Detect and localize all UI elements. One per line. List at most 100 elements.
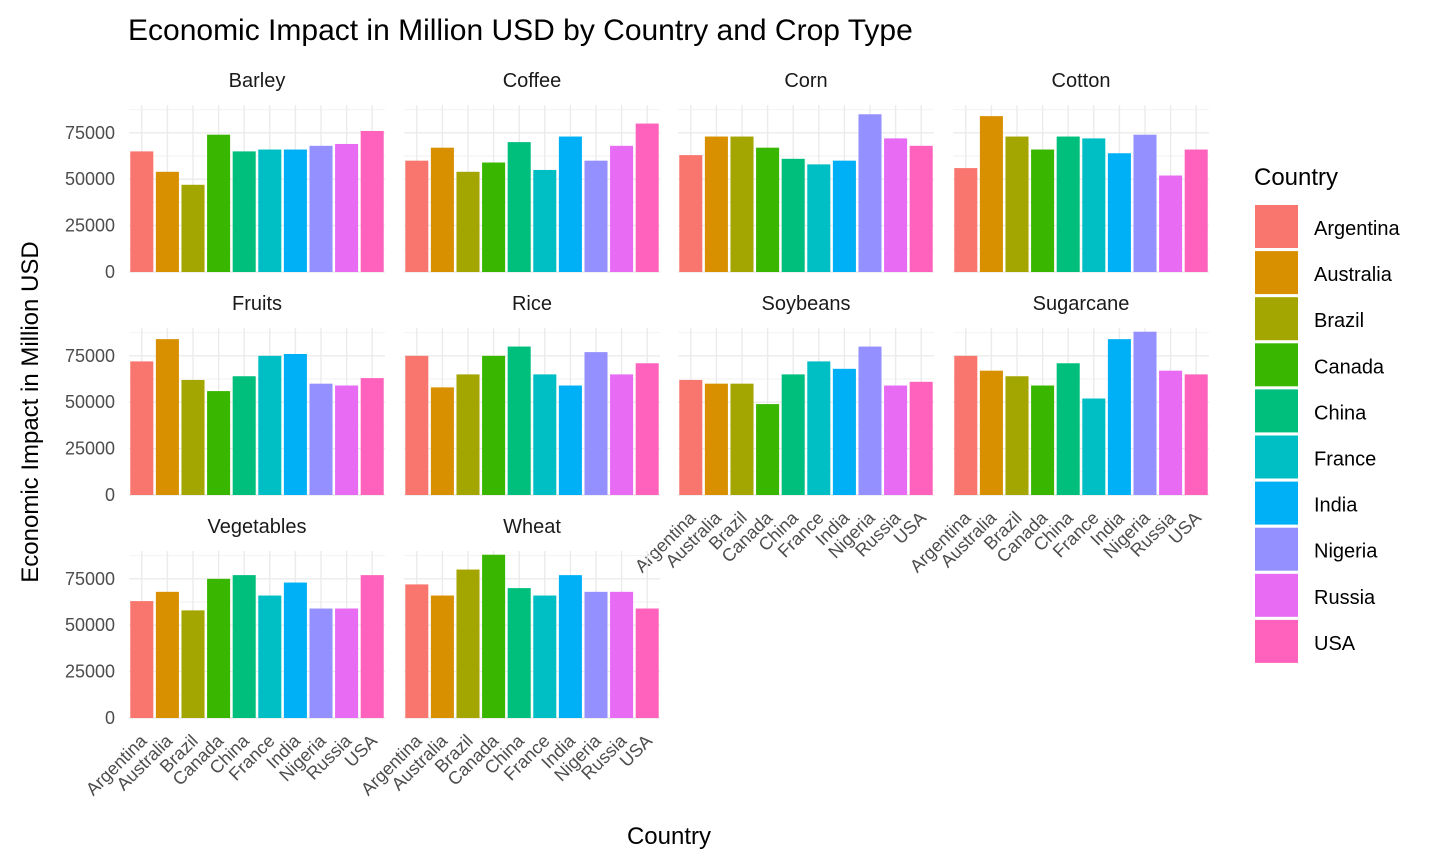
y-tick-label: 50000 <box>65 615 115 635</box>
bar-coffee-india <box>558 136 582 272</box>
facet-panel-rice: Rice <box>404 293 660 496</box>
facet-label: Soybeans <box>762 293 851 315</box>
bar-corn-brazil <box>730 136 754 272</box>
bar-sugarcane-russia <box>1159 370 1183 495</box>
facet-label: Corn <box>784 70 827 92</box>
facet-label: Vegetables <box>208 516 307 538</box>
bar-coffee-argentina <box>405 160 429 272</box>
bar-sugarcane-india <box>1107 339 1131 495</box>
bar-barley-australia <box>155 171 179 272</box>
facet-label: Wheat <box>503 516 561 538</box>
legend-item: China <box>1255 389 1367 433</box>
bar-wheat-china <box>507 588 531 718</box>
bar-cotton-australia <box>979 116 1003 272</box>
y-tick-label: 25000 <box>65 439 115 459</box>
bar-fruits-india <box>283 353 307 495</box>
legend-item: India <box>1255 481 1358 525</box>
y-axis-title: Economic Impact in Million USD <box>17 241 44 582</box>
legend-swatch <box>1255 389 1298 433</box>
bar-coffee-canada <box>482 162 506 272</box>
bar-vegetables-usa <box>360 575 384 718</box>
bar-fruits-argentina <box>130 361 154 495</box>
bar-coffee-nigeria <box>584 160 608 272</box>
legend-label: Russia <box>1314 587 1376 609</box>
legend-label: China <box>1314 402 1367 424</box>
legend-swatch <box>1255 251 1298 295</box>
y-tick-label: 0 <box>105 708 115 728</box>
facet-panel-sugarcane: SugarcaneArgentinaAustraliaBrazilCanadaC… <box>906 293 1209 576</box>
bar-cotton-brazil <box>1005 136 1029 272</box>
bar-barley-argentina <box>130 151 154 272</box>
facet-label: Cotton <box>1052 70 1111 92</box>
y-tick-label: 50000 <box>65 169 115 189</box>
facet-panel-wheat: WheatArgentinaAustraliaBrazilCanadaChina… <box>357 516 660 799</box>
bar-sugarcane-france <box>1082 398 1106 495</box>
bar-corn-india <box>832 160 856 272</box>
facet-panel-barley: Barley 0 25000 50000 75000 <box>65 70 385 282</box>
y-tick-label: 75000 <box>65 569 115 589</box>
bar-sugarcane-usa <box>1184 374 1208 495</box>
facet-panel-corn: Corn <box>678 70 934 273</box>
legend-item: Russia <box>1255 573 1376 617</box>
y-tick-label: 0 <box>105 485 115 505</box>
bar-cotton-argentina <box>954 168 978 272</box>
bar-coffee-china <box>507 142 531 272</box>
bar-vegetables-canada <box>207 578 231 718</box>
bar-rice-russia <box>610 374 634 495</box>
bar-soybeans-india <box>832 368 856 495</box>
y-tick-label: 25000 <box>65 662 115 682</box>
bar-rice-nigeria <box>584 352 608 495</box>
facet-panel-coffee: Coffee <box>404 70 660 273</box>
bar-vegetables-australia <box>155 591 179 718</box>
bar-coffee-france <box>533 169 557 272</box>
legend: Argentina Australia Brazil Canada China Franc… <box>1255 205 1400 663</box>
legend-swatch <box>1255 297 1298 341</box>
bar-soybeans-russia <box>884 385 908 495</box>
bar-wheat-argentina <box>405 584 429 718</box>
bar-wheat-usa <box>635 608 659 718</box>
bar-sugarcane-nigeria <box>1133 331 1157 495</box>
y-tick-label: 50000 <box>65 392 115 412</box>
bar-cotton-india <box>1107 153 1131 272</box>
bar-wheat-nigeria <box>584 591 608 718</box>
bar-coffee-usa <box>635 123 659 272</box>
bar-soybeans-china <box>781 374 805 495</box>
bar-sugarcane-australia <box>979 370 1003 495</box>
legend-swatch <box>1255 573 1298 617</box>
bar-rice-argentina <box>405 355 429 495</box>
x-axis-title: Country <box>627 823 711 850</box>
bar-barley-china <box>232 151 256 272</box>
legend-label: India <box>1314 495 1358 517</box>
bar-cotton-usa <box>1184 149 1208 272</box>
bar-vegetables-china <box>232 575 256 718</box>
bar-sugarcane-china <box>1056 363 1080 495</box>
legend-item: Canada <box>1255 343 1385 387</box>
bar-fruits-australia <box>155 339 179 495</box>
y-tick-label: 25000 <box>65 216 115 236</box>
bar-barley-nigeria <box>309 145 333 272</box>
bar-wheat-india <box>558 575 582 718</box>
bar-vegetables-brazil <box>181 610 205 718</box>
legend-label: USA <box>1314 633 1356 655</box>
y-tick-label: 75000 <box>65 123 115 143</box>
bar-barley-india <box>283 149 307 272</box>
bar-rice-canada <box>482 355 506 495</box>
bar-rice-usa <box>635 363 659 495</box>
bar-sugarcane-brazil <box>1005 376 1029 495</box>
bar-rice-france <box>533 374 557 495</box>
legend-label: France <box>1314 449 1376 471</box>
bar-corn-russia <box>884 138 908 272</box>
bar-wheat-australia <box>430 595 454 718</box>
bar-wheat-canada <box>482 554 506 718</box>
legend-item: Australia <box>1255 251 1393 295</box>
bar-sugarcane-argentina <box>954 355 978 495</box>
bar-cotton-nigeria <box>1133 134 1157 272</box>
legend-swatch <box>1255 527 1298 571</box>
bar-barley-canada <box>207 134 231 272</box>
bar-fruits-france <box>258 355 282 495</box>
bar-fruits-canada <box>207 391 231 495</box>
bar-fruits-brazil <box>181 379 205 495</box>
bar-soybeans-argentina <box>679 379 703 495</box>
bar-soybeans-usa <box>909 381 933 495</box>
